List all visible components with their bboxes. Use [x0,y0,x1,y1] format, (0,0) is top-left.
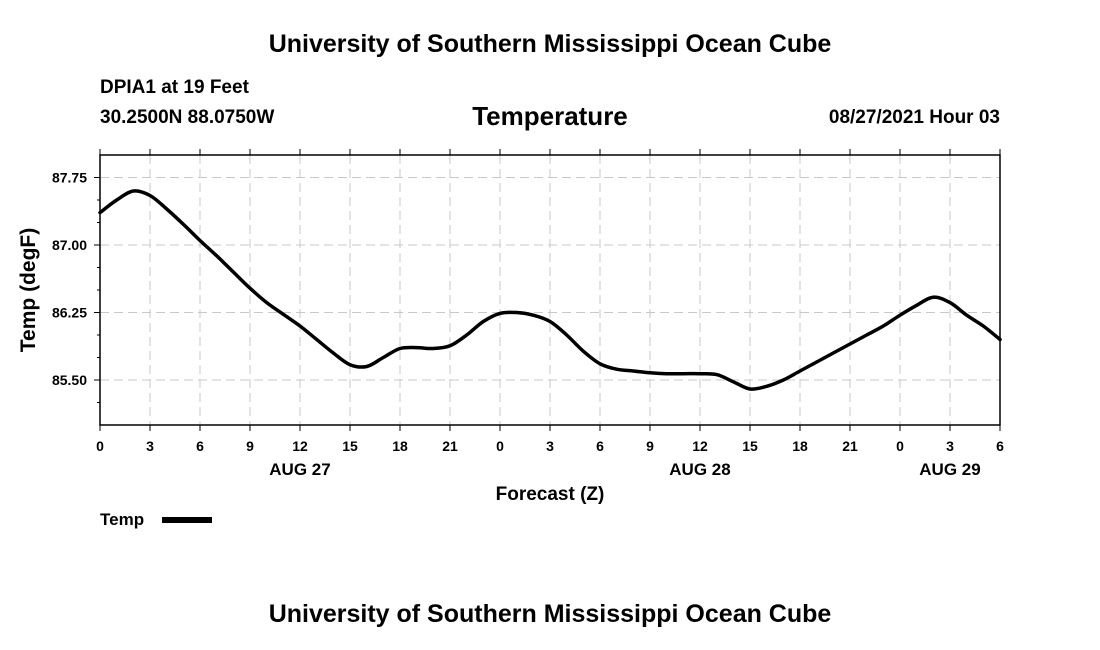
x-tick-label: 6 [996,438,1004,454]
x-tick-label: 12 [292,438,308,454]
x-tick-label: 6 [196,438,204,454]
x-tick-label: 18 [792,438,808,454]
legend-label: Temp [100,510,144,529]
x-axis-label: Forecast (Z) [496,484,605,505]
x-tick-label: 0 [896,438,904,454]
temp-series-line [98,189,1002,391]
x-tick-label: 12 [692,438,708,454]
forecast-datetime: 08/27/2021 Hour 03 [828,107,1000,128]
x-tick-label: 3 [146,438,154,454]
station-label: DPIA1 at 19 Feet [100,77,249,98]
y-tick-label: 87.75 [52,170,87,186]
chart-main-title: University of Southern Mississippi Ocean… [268,30,832,58]
x-day-label: AUG 28 [669,460,730,479]
tick-labels: 85.50 86.25 87.00 87.75 0 3 6 9 12 15 18 21 0 3 6 9 12 15… [52,170,1004,480]
x-tick-label: 21 [442,438,458,454]
x-tick-label: 18 [392,438,408,454]
station-coordinates: 30.2500N 88.0750W [100,107,275,128]
legend-swatch [162,517,212,523]
x-day-label: AUG 29 [919,460,980,479]
y-tick-label: 87.00 [52,237,87,253]
y-axis-label: Temp (degF) [17,228,40,352]
y-tick-label: 86.25 [52,305,87,321]
axis-ticks [94,149,1001,431]
x-tick-label: 21 [842,438,858,454]
x-day-label: AUG 27 [269,460,330,479]
x-tick-label: 0 [96,438,104,454]
x-tick-label: 3 [546,438,554,454]
x-tick-label: 9 [246,438,254,454]
x-tick-label: 3 [946,438,954,454]
x-tick-label: 0 [496,438,504,454]
footer-title: University of Southern Mississippi Ocean… [268,600,832,628]
x-tick-label: 15 [742,438,758,454]
x-tick-label: 15 [342,438,358,454]
grid-lines [100,155,1000,425]
chart-title: Temperature [472,101,628,131]
x-tick-label: 9 [646,438,654,454]
plot-frame [99,154,1001,426]
y-tick-label: 85.50 [52,372,87,388]
x-tick-label: 6 [596,438,604,454]
